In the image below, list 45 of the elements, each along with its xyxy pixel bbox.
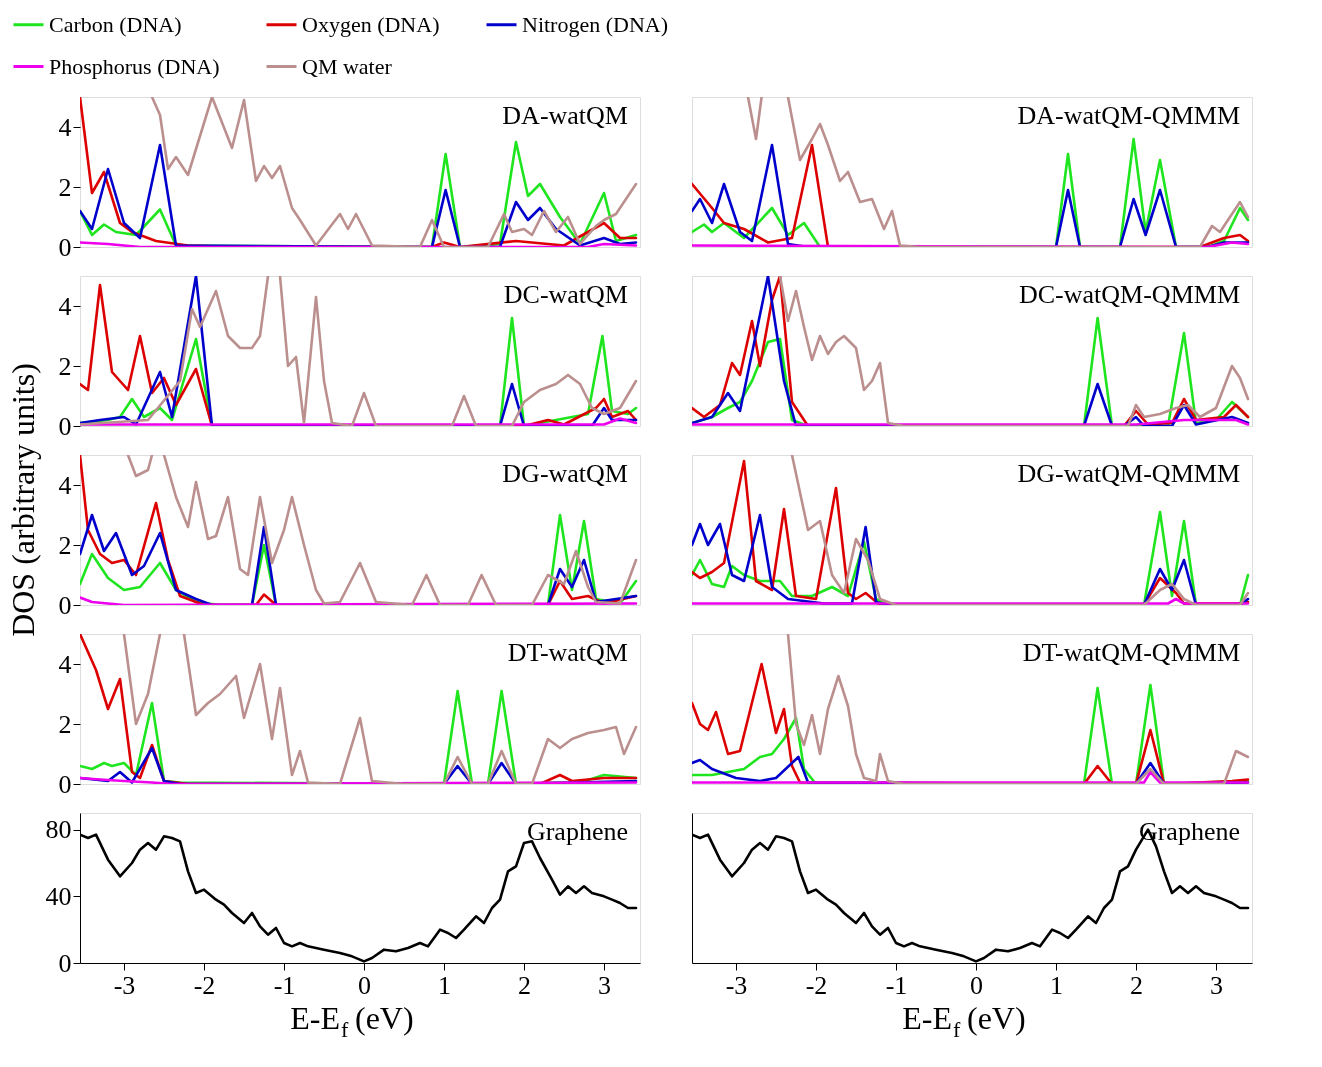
chart-title: Graphene <box>1138 817 1240 846</box>
x-tick-label: -1 <box>273 970 296 1000</box>
x-tick-label: -1 <box>885 970 908 1000</box>
y-tick-label: 2 <box>58 709 72 739</box>
x-tick-label: 0 <box>970 970 983 1000</box>
chart-title: DG-watQM-QMMM <box>1017 459 1240 488</box>
y-tick-label: 4 <box>58 649 72 679</box>
legend-label: Carbon (DNA) <box>49 11 182 37</box>
chart-title: DC-watQM <box>503 280 628 309</box>
y-axis-title: DOS (arbitrary units) <box>5 363 41 637</box>
legend-label: Phosphorus (DNA) <box>49 53 220 79</box>
x-tick-label: -2 <box>805 970 828 1000</box>
x-tick-label: 2 <box>1130 970 1143 1000</box>
x-tick-label: 2 <box>518 970 531 1000</box>
legend-label: QM water <box>302 53 393 79</box>
x-tick-label: 3 <box>598 970 611 1000</box>
y-tick-label: 0 <box>58 590 72 620</box>
x-tick-label: 0 <box>358 970 371 1000</box>
y-tick-label: 0 <box>58 948 72 978</box>
chart-title: Graphene <box>526 817 628 846</box>
y-tick-label: 80 <box>45 815 72 845</box>
chart-title: DT-watQM-QMMM <box>1022 638 1240 667</box>
y-tick-label: 2 <box>58 351 72 381</box>
chart-title: DC-watQM-QMMM <box>1019 280 1240 309</box>
y-tick-label: 2 <box>58 172 72 202</box>
x-tick-label: 1 <box>1050 970 1063 1000</box>
y-tick-label: 4 <box>58 112 72 142</box>
x-tick-label: -3 <box>113 970 136 1000</box>
chart-title: DT-watQM <box>507 638 628 667</box>
x-tick-label: -2 <box>193 970 216 1000</box>
y-tick-label: 40 <box>45 881 72 911</box>
y-tick-label: 0 <box>58 769 72 799</box>
x-tick-label: -3 <box>725 970 748 1000</box>
y-tick-label: 4 <box>58 291 72 321</box>
x-tick-label: 3 <box>1210 970 1223 1000</box>
y-tick-label: 0 <box>58 411 72 441</box>
y-tick-label: 4 <box>58 470 72 500</box>
y-tick-label: 2 <box>58 530 72 560</box>
y-tick-label: 0 <box>58 232 72 262</box>
chart-title: DA-watQM-QMMM <box>1017 101 1240 130</box>
x-tick-label: 1 <box>438 970 451 1000</box>
chart-title: DA-watQM <box>502 101 628 130</box>
chart-title: DG-watQM <box>502 459 628 488</box>
legend-label: Oxygen (DNA) <box>302 11 440 37</box>
legend-label: Nitrogen (DNA) <box>522 11 669 37</box>
